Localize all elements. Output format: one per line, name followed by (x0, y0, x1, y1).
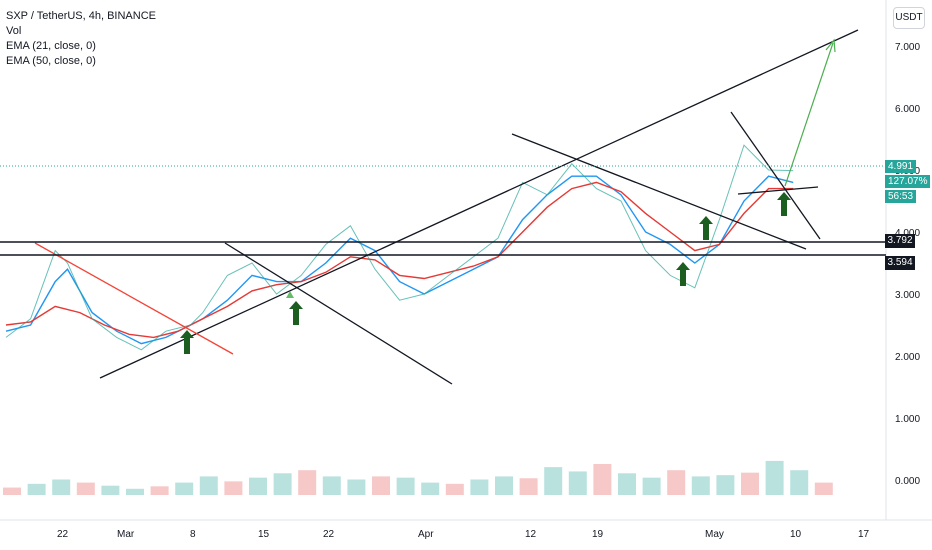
x-tick-label: 15 (258, 529, 270, 540)
x-tick-label: 22 (323, 529, 335, 540)
x-axis-labels: 22 Mar 8 15 22 Apr 12 19 May 10 17 (57, 529, 870, 540)
x-tick-label: 10 (790, 529, 802, 540)
buy-arrow-icon (289, 301, 303, 325)
volume-bar (593, 464, 612, 495)
volume-bar (765, 460, 784, 495)
volume-bar (642, 477, 661, 495)
red-trendline (34, 242, 234, 355)
volume-bar (3, 487, 21, 495)
percent-change-tag: 127.07% (885, 175, 931, 188)
x-tick-label: 19 (592, 529, 604, 540)
y-tick-label: 4.000 (895, 228, 920, 239)
currency-button[interactable]: USDT (893, 7, 925, 29)
volume-bar (101, 485, 120, 495)
small-triangle-marker (286, 291, 294, 298)
series-lines (5, 144, 794, 351)
buy-arrow-icon (699, 216, 713, 240)
level-low-tag: 3.594 (885, 256, 915, 270)
volume-bar (741, 472, 759, 495)
y-tick-label: 3.000 (895, 290, 920, 301)
volume-bar (495, 476, 513, 495)
series-line-1 (5, 175, 794, 345)
volume-bar (470, 479, 489, 495)
volume-bar (27, 483, 46, 495)
descending-trendline-mar (224, 242, 453, 385)
volume-bar (347, 479, 366, 495)
series-line-2 (5, 181, 794, 339)
y-tick-label: 0.000 (895, 476, 920, 487)
x-tick-label: Apr (418, 529, 434, 540)
ascending-trendline (99, 29, 859, 379)
volume-bar (150, 486, 169, 495)
volume-bar (52, 479, 71, 495)
volume-bars (3, 460, 833, 495)
symbol-title[interactable]: SXP / TetherUS, 4h, BINANCE (6, 10, 156, 22)
wedge-lower-trendline (737, 186, 819, 195)
volume-bar (76, 482, 95, 495)
volume-bar (544, 467, 563, 495)
last-price-tag: 4.991 (885, 160, 917, 173)
volume-bar (298, 470, 317, 495)
volume-bar (249, 477, 267, 495)
y-tick-label: 6.000 (895, 104, 920, 115)
volume-bar (224, 481, 243, 495)
descending-trendline-apr (511, 133, 807, 250)
legend-ema50[interactable]: EMA (50, close, 0) (6, 55, 96, 67)
volume-bar (421, 482, 440, 495)
projection-arrowhead (825, 38, 836, 53)
x-tick-label: 12 (525, 529, 537, 540)
volume-bar (273, 473, 292, 495)
volume-bar (372, 476, 390, 495)
y-tick-label: 1.000 (895, 414, 920, 425)
volume-bar (322, 476, 341, 495)
drawings[interactable] (0, 29, 886, 385)
y-tick-label: 2.000 (895, 352, 920, 363)
y-tick-label: 7.000 (895, 42, 920, 53)
projection-arrow (784, 42, 834, 187)
volume-bar (175, 482, 194, 495)
volume-bar (519, 478, 538, 495)
legend-vol[interactable]: Vol (6, 25, 22, 37)
x-tick-label: 8 (190, 529, 196, 540)
x-tick-label: 17 (858, 529, 870, 540)
volume-bar (716, 475, 735, 495)
legend-ema21[interactable]: EMA (21, close, 0) (6, 40, 96, 52)
level-high-tag: 3.792 (885, 234, 915, 248)
x-tick-label: Mar (117, 529, 135, 540)
volume-bar (445, 483, 464, 495)
volume-bar (568, 471, 587, 495)
volume-bar (691, 476, 710, 495)
buy-arrow-icon (777, 192, 791, 216)
x-tick-label: May (705, 529, 724, 540)
chart-legend: SXP / TetherUS, 4h, BINANCE Vol EMA (21,… (6, 9, 156, 69)
buy-arrows (180, 192, 791, 354)
volume-bar (814, 482, 833, 495)
buy-arrow-icon (676, 262, 690, 286)
buy-arrow-icon (180, 330, 194, 354)
volume-bar (790, 470, 809, 495)
volume-bar (396, 477, 415, 495)
series-line-3 (5, 144, 794, 351)
x-tick-label: 22 (57, 529, 69, 540)
volume-bar (126, 488, 144, 495)
volume-bar (667, 470, 686, 495)
bar-countdown-tag: 56:53 (885, 190, 917, 203)
volume-bar (618, 473, 636, 495)
volume-bar (199, 476, 218, 495)
wedge-upper-trendline (730, 111, 821, 240)
